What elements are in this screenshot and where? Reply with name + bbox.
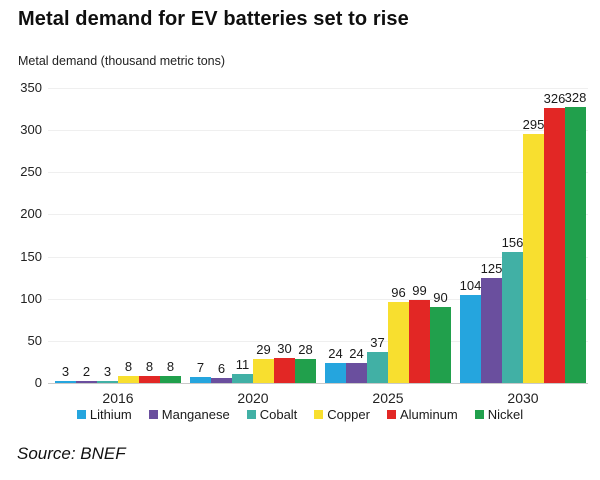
bar-cobalt-2030: 156 — [502, 235, 523, 383]
bar-value-label-manganese-2030: 125 — [480, 260, 503, 276]
y-tick-label-300: 300 — [20, 122, 42, 138]
bar-aluminum-2030: 326 — [544, 91, 565, 383]
bar-group-2030: 104 125 156 295 326 328 2030 — [460, 88, 587, 407]
bar-value-label-aluminum-2016: 8 — [145, 359, 154, 375]
bar-value-label-manganese-2020: 6 — [217, 360, 226, 376]
x-axis-label-2016: 2016 — [102, 390, 134, 406]
y-tick-label-50: 50 — [27, 332, 42, 348]
bar-chart: 3 2 3 8 8 8 2016 7 6 11 29 30 28 2020 24 24 37 96 99 90 2025… — [0, 74, 600, 406]
bar-manganese-2025: 24 — [346, 346, 367, 383]
y-tick-label-350: 350 — [20, 80, 42, 95]
gridline-0 — [48, 383, 588, 384]
bar-value-label-copper-2030: 295 — [522, 117, 545, 133]
bar-value-label-copper-2016: 8 — [124, 359, 133, 375]
bar-group-2020: 7 6 11 29 30 28 2020 — [190, 88, 316, 406]
bar-nickel-2025: 90 — [430, 290, 451, 383]
gridline-200 — [48, 214, 588, 216]
bar-lithium-2020: 7 — [190, 360, 211, 383]
y-tick-label-0: 0 — [34, 375, 42, 390]
bar-value-label-aluminum-2025: 99 — [412, 282, 427, 298]
gridline-350 — [48, 88, 588, 89]
bar-cobalt-2016: 3 — [97, 364, 118, 383]
gridline-50 — [48, 340, 588, 342]
bar-value-label-cobalt-2020: 11 — [235, 356, 250, 372]
bar-lithium-2025: 24 — [325, 346, 346, 383]
bar-copper-2016: 8 — [118, 359, 139, 383]
bar-groups: 3 2 3 8 8 8 2016 7 6 11 29 30 28 2020 24 24 37 96 99 90 2025… — [48, 88, 588, 407]
y-tick-label-200: 200 — [20, 206, 42, 222]
bar-value-label-manganese-2025: 24 — [349, 345, 364, 361]
bar-nickel-2030: 328 — [565, 90, 586, 383]
legend-swatch-nickel — [474, 409, 484, 419]
legend-item-aluminum: Aluminum — [386, 406, 458, 422]
bar-copper-2020: 29 — [253, 342, 274, 383]
bar-value-label-lithium-2030: 104 — [459, 278, 482, 294]
y-tick-label-250: 250 — [20, 164, 42, 180]
legend-item-cobalt: Cobalt — [246, 406, 298, 422]
legend-label-aluminum: Aluminum — [399, 406, 458, 422]
bar-aluminum-2020: 30 — [274, 341, 295, 383]
bar-value-label-aluminum-2030: 326 — [543, 91, 566, 107]
legend-item-copper: Copper — [314, 407, 370, 422]
bar-value-label-nickel-2016: 8 — [166, 359, 175, 375]
bar-value-label-cobalt-2016: 3 — [103, 363, 112, 379]
x-axis-label-2020: 2020 — [237, 390, 269, 406]
legend-item-lithium: Lithium — [76, 406, 132, 422]
legend: Lithium Manganese Cobalt Copper Aluminum Nick… — [0, 404, 600, 424]
legend-label-copper: Copper — [327, 406, 370, 422]
bar-copper-2030: 295 — [523, 117, 544, 383]
source-text: Source: BNEF — [17, 444, 126, 463]
bar-value-label-lithium-2025: 24 — [328, 345, 343, 361]
bar-value-label-copper-2025: 96 — [391, 285, 406, 301]
bar-value-label-nickel-2025: 90 — [433, 290, 448, 306]
legend-item-nickel: Nickel — [474, 406, 524, 422]
legend-item-manganese: Manganese — [148, 406, 230, 422]
bar-copper-2025: 96 — [388, 285, 409, 383]
bar-nickel-2020: 28 — [295, 342, 316, 383]
legend-swatch-aluminum — [386, 409, 396, 419]
legend-label-lithium: Lithium — [89, 406, 132, 422]
plot-area: 3 2 3 8 8 8 2016 7 6 11 29 30 28 2020 24 24 37 96 99 90 2025… — [48, 88, 588, 407]
bar-manganese-2030: 125 — [481, 261, 502, 383]
legend-label-cobalt: Cobalt — [259, 406, 298, 422]
bar-value-label-lithium-2016: 3 — [61, 363, 70, 379]
bar-value-label-aluminum-2020: 30 — [277, 340, 292, 356]
bar-value-label-nickel-2030: 328 — [564, 89, 587, 105]
legend-swatch-cobalt — [246, 409, 256, 419]
bar-value-label-cobalt-2030: 156 — [501, 234, 524, 250]
bar-cobalt-2020: 11 — [232, 357, 253, 383]
gridline-300 — [48, 130, 588, 132]
bar-nickel-2016: 8 — [160, 359, 181, 383]
bar-value-label-nickel-2020: 28 — [298, 342, 313, 358]
bar-group-2016: 3 2 3 8 8 8 2016 — [55, 88, 181, 406]
bar-group-2025: 24 24 37 96 99 90 2025 — [325, 88, 451, 406]
x-axis-label-2030: 2030 — [507, 390, 539, 406]
bar-value-label-copper-2020: 29 — [256, 341, 271, 357]
legend-swatch-lithium — [76, 409, 86, 419]
bar-aluminum-2025: 99 — [409, 283, 430, 383]
bar-value-label-cobalt-2025: 37 — [370, 334, 385, 350]
bar-lithium-2030: 104 — [460, 278, 481, 383]
bar-cobalt-2025: 37 — [367, 335, 388, 383]
y-tick-label-100: 100 — [20, 290, 42, 306]
gridline-100 — [48, 298, 588, 300]
bar-value-label-lithium-2020: 7 — [196, 360, 205, 376]
x-axis-label-2025: 2025 — [372, 390, 404, 406]
bar-manganese-2020: 6 — [211, 361, 232, 383]
chart-title: Metal demand for EV batteries set to ris… — [18, 8, 409, 30]
gridline-250 — [48, 172, 588, 174]
bar-lithium-2016: 3 — [55, 364, 76, 383]
y-axis-title: Metal demand (thousand metric tons) — [18, 54, 226, 68]
legend-label-manganese: Manganese — [161, 406, 230, 422]
gridline-150 — [48, 256, 588, 258]
y-tick-label-150: 150 — [20, 248, 42, 264]
legend-label-nickel: Nickel — [487, 406, 524, 422]
bar-value-label-manganese-2016: 2 — [82, 364, 91, 380]
bar-aluminum-2016: 8 — [139, 359, 160, 383]
legend-swatch-manganese — [148, 409, 158, 419]
legend-swatch-copper — [314, 409, 324, 419]
bar-manganese-2016: 2 — [76, 364, 97, 383]
